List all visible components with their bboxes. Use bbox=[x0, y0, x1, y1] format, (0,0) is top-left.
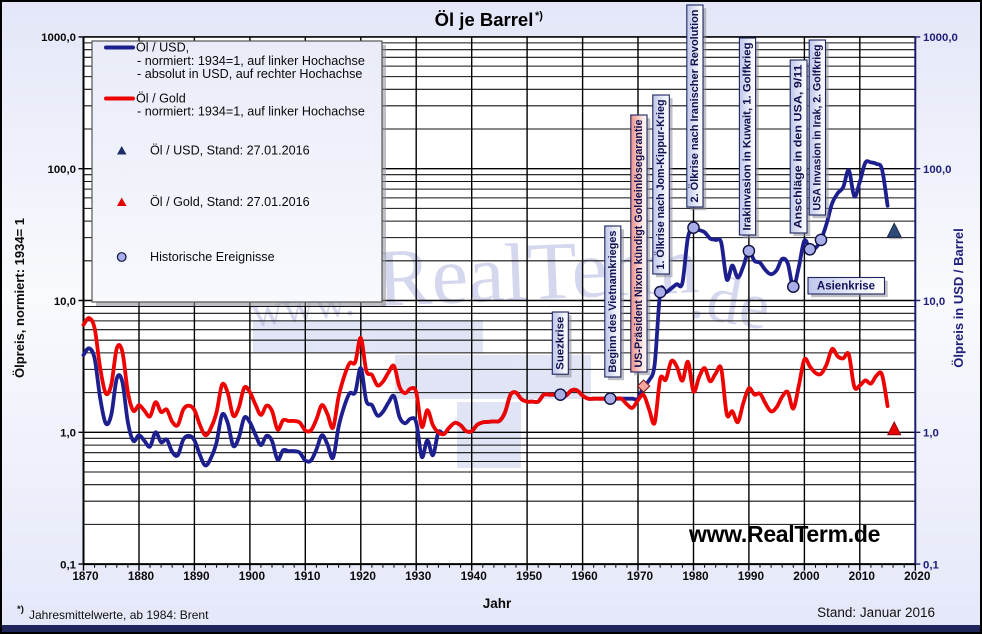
svg-text:1,0: 1,0 bbox=[923, 428, 939, 440]
svg-text:Beginn des Vietnamkrieges: Beginn des Vietnamkrieges bbox=[607, 231, 619, 373]
svg-text:Anschläge in den USA, 9/11: Anschläge in den USA, 9/11 bbox=[793, 65, 805, 229]
svg-text:1910: 1910 bbox=[294, 569, 321, 583]
svg-text:Jahr: Jahr bbox=[483, 596, 512, 611]
svg-text:1900: 1900 bbox=[239, 569, 266, 583]
svg-text:0,1: 0,1 bbox=[923, 559, 939, 571]
svg-text:Öl je Barrel: Öl je Barrel bbox=[435, 9, 534, 30]
svg-text:Öl / USD,: Öl / USD, bbox=[136, 41, 189, 55]
svg-text:Historische Ereignisse: Historische Ereignisse bbox=[150, 250, 275, 264]
svg-text:1940: 1940 bbox=[461, 569, 488, 583]
svg-text:1000,0: 1000,0 bbox=[41, 32, 76, 44]
svg-text:Ölpreis, normiert: 1934= 1: Ölpreis, normiert: 1934= 1 bbox=[12, 218, 27, 378]
svg-text:Irakinvasion in Kuwait, 1. Gol: Irakinvasion in Kuwait, 1. Golfkrieg bbox=[742, 43, 754, 231]
svg-text:- absolut in USD, auf rechter: - absolut in USD, auf rechter Hochachse bbox=[137, 67, 362, 81]
svg-text:1870: 1870 bbox=[72, 569, 99, 583]
svg-text:Öl / Gold: Öl / Gold bbox=[136, 92, 186, 106]
svg-text:2. Ölkrise nach Iranischer Rev: 2. Ölkrise nach Iranischer Revolution bbox=[688, 9, 701, 202]
svg-text:0,1: 0,1 bbox=[60, 559, 76, 571]
svg-text:- normiert: 1934=1, auf linker: - normiert: 1934=1, auf linker Hochachse bbox=[137, 105, 365, 119]
svg-text:Suezkrise: Suezkrise bbox=[554, 317, 566, 370]
svg-text:Ölpreis in USD / Barrel: Ölpreis in USD / Barrel bbox=[951, 228, 966, 367]
svg-text:1,0: 1,0 bbox=[60, 428, 76, 440]
svg-text:RealTerm: RealTerm bbox=[375, 219, 701, 324]
svg-text:Jahresmittelwerte, ab 1984: Br: Jahresmittelwerte, ab 1984: Brent bbox=[29, 608, 209, 622]
svg-text:1950: 1950 bbox=[516, 569, 543, 583]
svg-text:2010: 2010 bbox=[849, 569, 876, 583]
svg-text:1000,0: 1000,0 bbox=[923, 32, 958, 44]
svg-text:Öl / USD, Stand: 27.01.2016: Öl / USD, Stand: 27.01.2016 bbox=[150, 144, 310, 158]
svg-text:1990: 1990 bbox=[738, 569, 765, 583]
svg-text:*): *) bbox=[17, 604, 24, 615]
svg-text:Asienkrise: Asienkrise bbox=[817, 281, 875, 293]
svg-text:1. Ölkrise nach Jom-Kippur-Kri: 1. Ölkrise nach Jom-Kippur-Krieg bbox=[654, 100, 667, 270]
svg-text:1970: 1970 bbox=[627, 569, 654, 583]
svg-text:10,0: 10,0 bbox=[923, 296, 945, 308]
svg-text:1980: 1980 bbox=[682, 569, 709, 583]
svg-text:Stand: Januar 2016: Stand: Januar 2016 bbox=[817, 605, 935, 620]
svg-text:1930: 1930 bbox=[405, 569, 432, 583]
svg-text:*): *) bbox=[535, 10, 543, 22]
svg-text:US-Präsident Nixon kündigt Gol: US-Präsident Nixon kündigt Goldeinlösega… bbox=[633, 120, 645, 368]
svg-text:1880: 1880 bbox=[128, 569, 155, 583]
svg-text:www.RealTerm.de: www.RealTerm.de bbox=[688, 521, 880, 547]
svg-text:2020: 2020 bbox=[904, 569, 931, 583]
svg-text:2000: 2000 bbox=[793, 569, 820, 583]
svg-text:1960: 1960 bbox=[571, 569, 598, 583]
svg-text:1890: 1890 bbox=[183, 569, 210, 583]
svg-text:100,0: 100,0 bbox=[47, 164, 76, 176]
svg-text:1920: 1920 bbox=[350, 569, 377, 583]
svg-text:100,0: 100,0 bbox=[923, 164, 952, 176]
svg-text:Öl / Gold, Stand: 27.01.2016: Öl / Gold, Stand: 27.01.2016 bbox=[150, 195, 310, 209]
svg-text:USA Invasion in Irak, 2. Golfk: USA Invasion in Irak, 2. Golfkrieg bbox=[811, 45, 823, 211]
svg-text:10,0: 10,0 bbox=[54, 296, 76, 308]
svg-text:- normiert: 1934=1, auf linker: - normiert: 1934=1, auf linker Hochachse bbox=[137, 54, 365, 68]
